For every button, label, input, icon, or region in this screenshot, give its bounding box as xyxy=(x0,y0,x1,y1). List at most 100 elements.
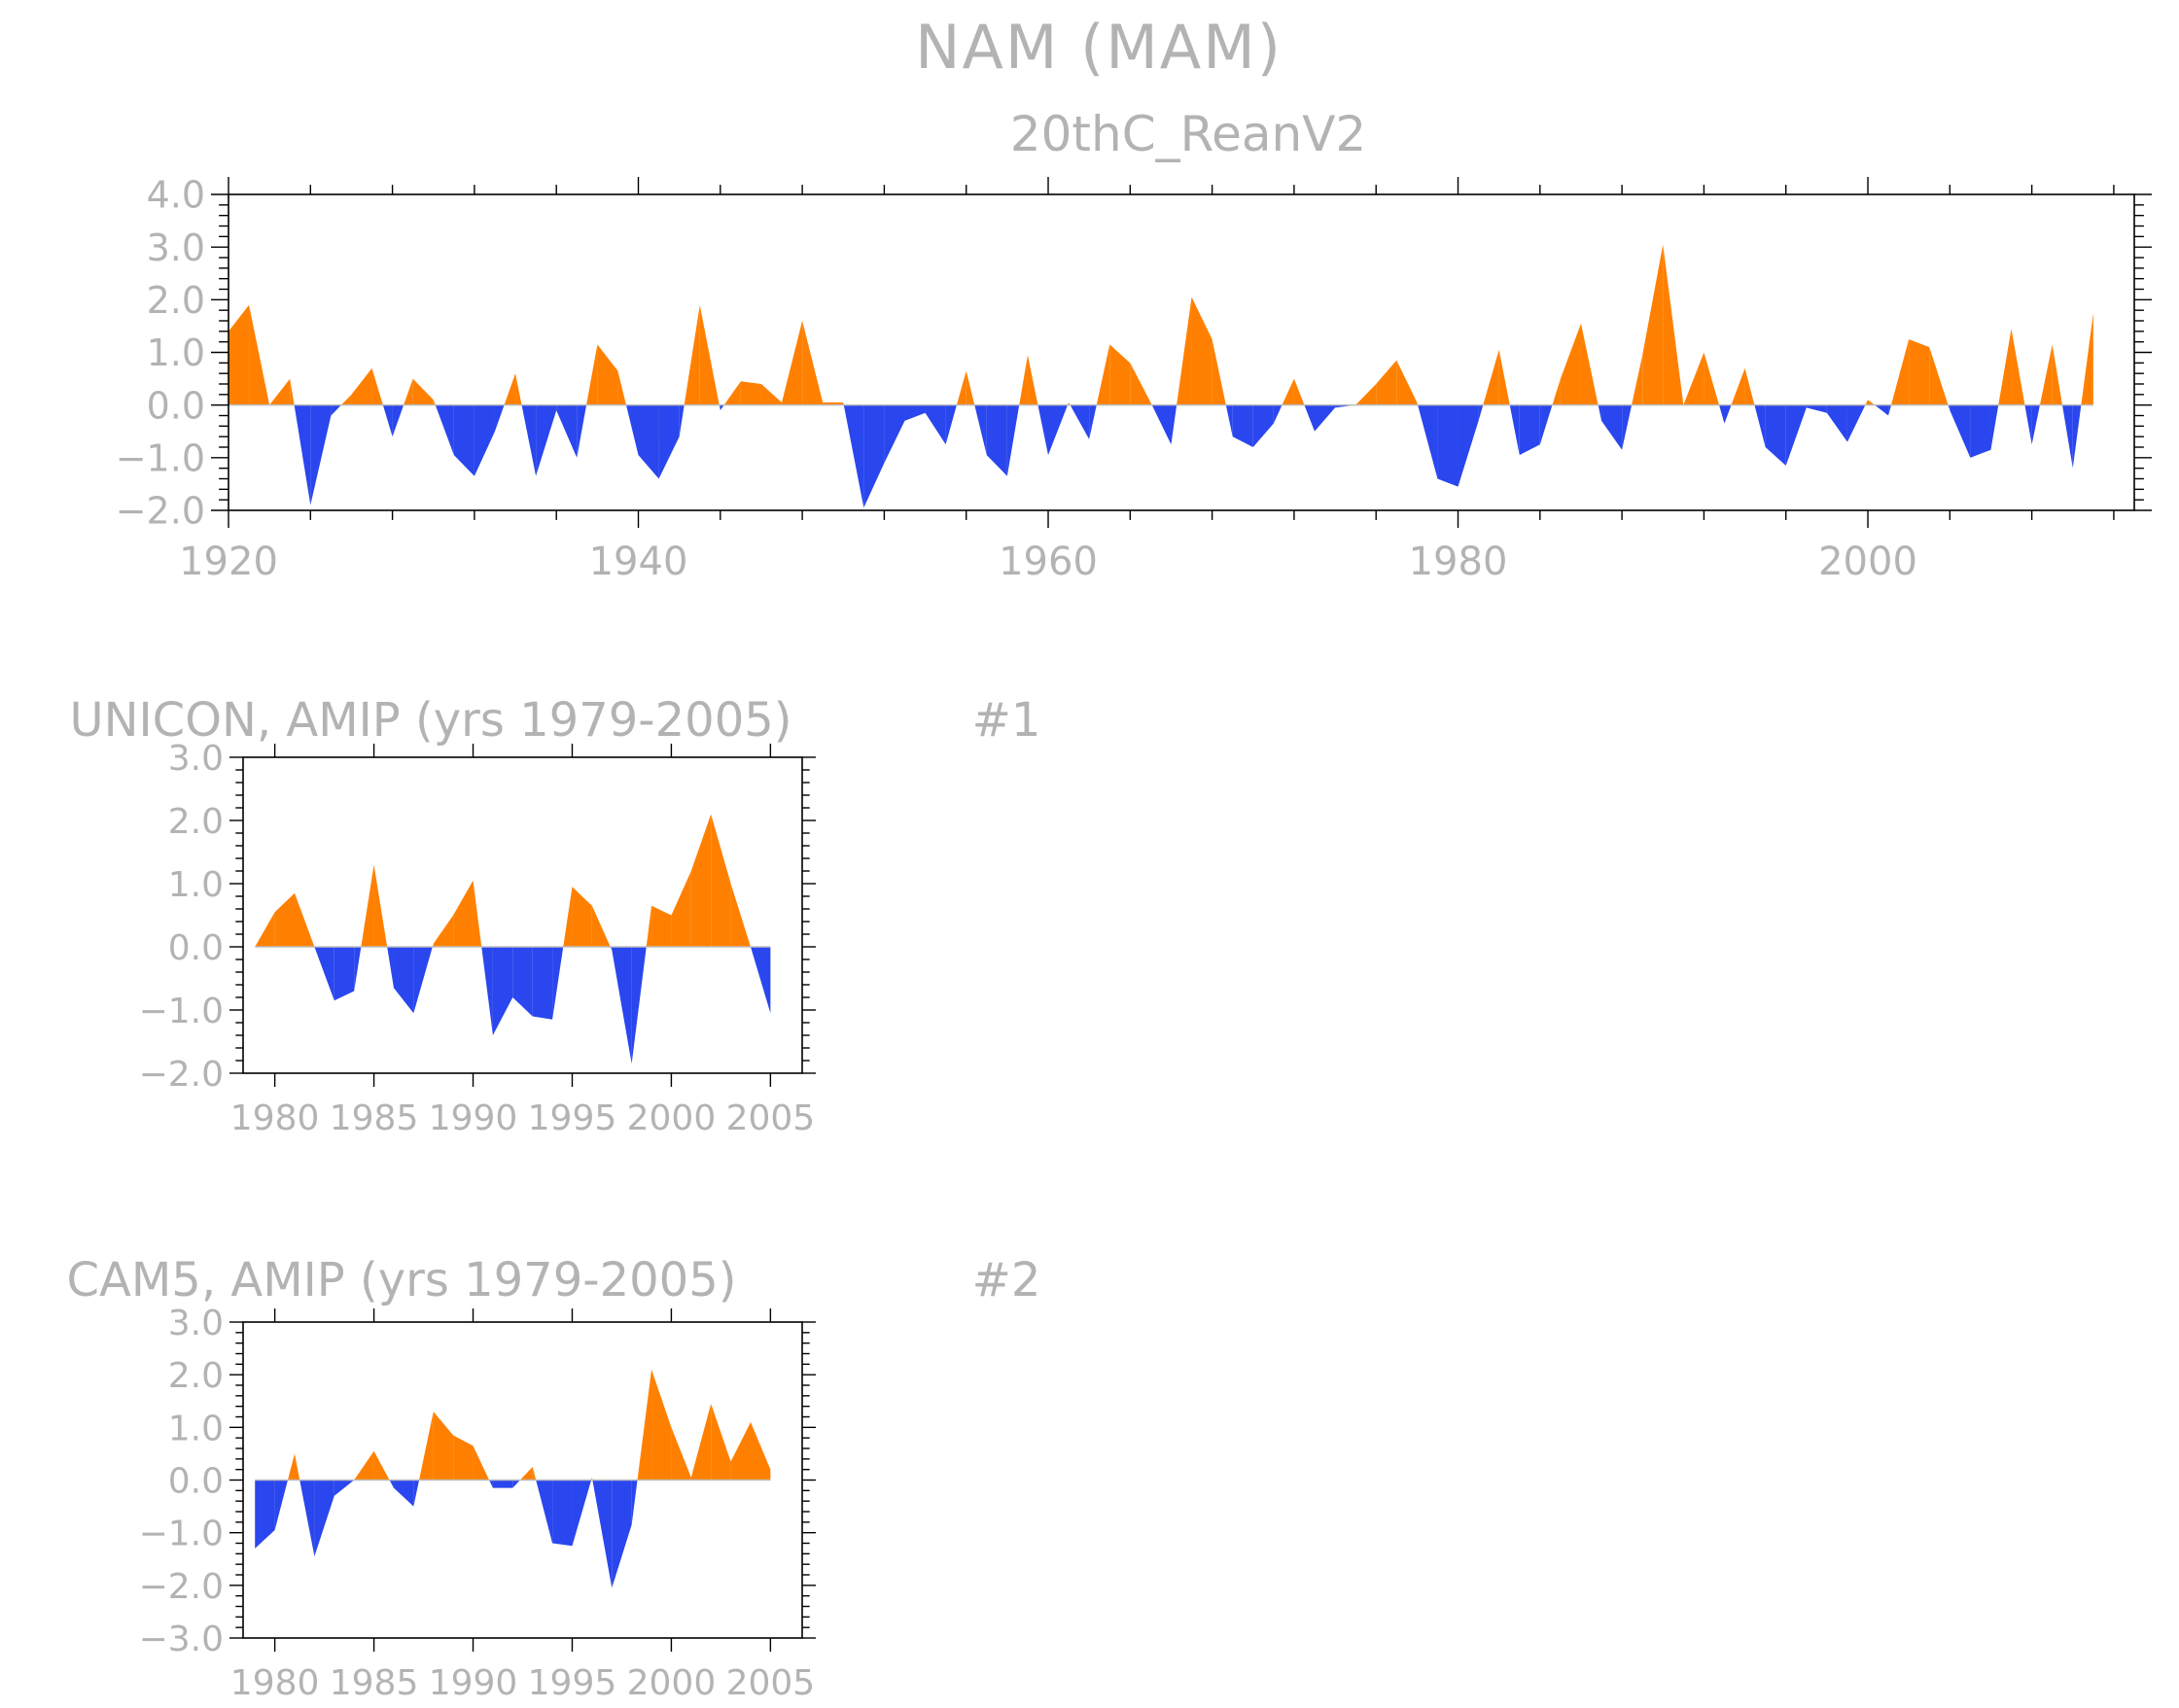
negative-area-segment xyxy=(1048,404,1069,456)
negative-area-segment xyxy=(536,1480,553,1544)
negative-area-segment xyxy=(1252,404,1274,447)
negative-area-segment xyxy=(1806,404,1827,413)
negative-area-segment xyxy=(1171,404,1177,445)
panel-number-label: #2 xyxy=(972,1253,1041,1307)
positive-area-segment xyxy=(1731,367,1745,405)
negative-area-segment xyxy=(1754,404,1766,447)
negative-area-segment xyxy=(1070,404,1090,439)
y-tick-label: 4.0 xyxy=(147,174,205,217)
positive-area-segment xyxy=(1744,367,1755,405)
positive-area-segment xyxy=(532,1466,537,1481)
negative-area-segment xyxy=(532,947,553,1020)
positive-area-segment xyxy=(1683,352,1705,405)
negative-area-segment xyxy=(986,404,1007,476)
x-tick-label: 1960 xyxy=(999,540,1098,584)
negative-area-segment xyxy=(945,404,957,445)
negative-area-segment xyxy=(1539,404,1553,445)
panel-title: CAM5, AMIP (yrs 1979-2005) xyxy=(67,1253,737,1307)
positive-area-segment xyxy=(782,321,803,405)
positive-area-segment xyxy=(373,864,388,947)
positive-area-segment xyxy=(354,1450,374,1481)
negative-area-segment xyxy=(389,1480,394,1488)
positive-area-segment xyxy=(1632,355,1643,405)
positive-area-segment xyxy=(2039,344,2053,405)
negative-area-segment xyxy=(1622,404,1633,450)
positive-area-segment xyxy=(1868,400,1876,405)
positive-area-segment xyxy=(591,905,611,947)
negative-area-segment xyxy=(453,404,474,476)
negative-area-segment xyxy=(1304,404,1315,432)
y-tick-label: 3.0 xyxy=(168,1304,224,1343)
plot-frame xyxy=(242,756,803,1074)
negative-area-segment xyxy=(552,1480,573,1547)
plot-frame xyxy=(228,193,2135,511)
positive-area-segment xyxy=(1355,384,1377,405)
positive-area-segment xyxy=(1293,378,1305,405)
negative-area-segment xyxy=(1519,404,1540,456)
negative-area-segment xyxy=(658,404,680,479)
negative-area-segment xyxy=(334,947,355,1001)
positive-area-segment xyxy=(373,1450,390,1481)
positive-area-segment xyxy=(1929,347,1949,405)
positive-area-segment xyxy=(1891,338,1910,405)
negative-area-segment xyxy=(904,404,926,421)
positive-area-segment xyxy=(646,905,652,947)
negative-area-segment xyxy=(393,1480,414,1507)
negative-area-segment xyxy=(1458,404,1479,487)
positive-area-segment xyxy=(760,384,783,405)
negative-area-segment xyxy=(610,947,613,951)
y-tick-label: −2.0 xyxy=(139,1055,224,1095)
negative-area-segment xyxy=(393,947,414,1014)
negative-area-segment xyxy=(1037,404,1049,456)
positive-area-segment xyxy=(515,373,522,405)
negative-area-segment xyxy=(1437,404,1459,487)
negative-area-segment xyxy=(1232,404,1253,447)
positive-area-segment xyxy=(586,344,598,405)
negative-area-segment xyxy=(521,404,537,476)
positive-area-segment xyxy=(1177,296,1192,405)
y-tick-label: 3.0 xyxy=(147,227,205,269)
x-tick-label: 2005 xyxy=(726,1098,816,1138)
positive-area-segment xyxy=(473,880,482,947)
negative-area-segment xyxy=(334,1480,355,1496)
negative-area-segment xyxy=(1598,404,1602,421)
positive-area-segment xyxy=(1704,352,1720,405)
positive-area-segment xyxy=(1483,349,1499,405)
y-tick-label: 1.0 xyxy=(168,1409,224,1448)
negative-area-segment xyxy=(474,404,495,476)
positive-area-segment xyxy=(2081,312,2093,405)
positive-area-segment xyxy=(255,912,275,947)
negative-area-segment xyxy=(750,947,771,1014)
positive-area-segment xyxy=(750,1421,771,1481)
negative-area-segment xyxy=(552,947,564,1020)
positive-area-segment xyxy=(1663,244,1684,405)
positive-area-segment xyxy=(1498,349,1510,405)
x-tick-label: 1985 xyxy=(330,1663,419,1703)
positive-area-segment xyxy=(351,367,372,405)
positive-area-segment xyxy=(684,304,700,405)
negative-area-segment xyxy=(494,404,505,432)
positive-area-segment xyxy=(711,1403,731,1481)
negative-area-segment xyxy=(1478,404,1484,421)
negative-area-segment xyxy=(843,404,864,508)
x-tick-label: 2000 xyxy=(1818,540,1917,584)
x-tick-label: 1980 xyxy=(1409,540,1508,584)
positive-area-segment xyxy=(519,1466,533,1481)
positive-area-segment xyxy=(617,370,626,405)
positive-area-segment xyxy=(290,378,295,405)
y-tick-label: 0.0 xyxy=(168,928,224,968)
positive-area-segment xyxy=(723,381,741,405)
negative-area-segment xyxy=(1826,404,1847,442)
negative-area-segment xyxy=(1719,404,1725,424)
negative-area-segment xyxy=(1888,404,1891,416)
negative-area-segment xyxy=(1006,404,1020,476)
x-tick-label: 1985 xyxy=(330,1098,419,1138)
panel-number-label: #1 xyxy=(972,693,1041,748)
positive-area-segment xyxy=(433,400,436,405)
negative-area-segment xyxy=(577,404,587,458)
negative-area-segment xyxy=(310,404,332,505)
negative-area-segment xyxy=(863,404,885,508)
negative-area-segment xyxy=(592,1480,613,1588)
negative-area-segment xyxy=(1948,404,1951,411)
negative-area-segment xyxy=(1151,404,1172,445)
